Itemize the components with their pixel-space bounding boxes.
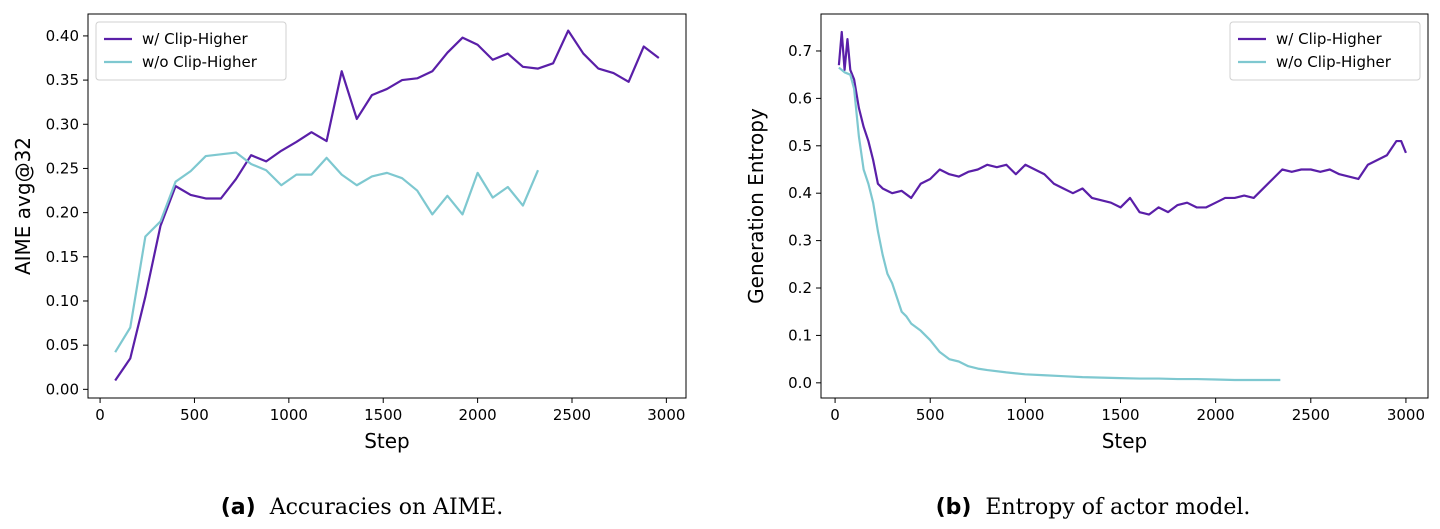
caption-text: Entropy of actor model.	[985, 495, 1250, 520]
x-tick-label: 1500	[364, 406, 402, 424]
y-tick-label: 0.05	[46, 336, 79, 354]
x-tick-label: 3000	[1387, 406, 1425, 424]
legend-label: w/o Clip-Higher	[142, 53, 258, 71]
data-line	[837, 30, 1407, 216]
y-tick-label: 0.5	[788, 137, 812, 155]
y-axis-label: AIME avg@32	[11, 137, 35, 275]
caption-label: (b)	[936, 495, 972, 520]
y-tick-label: 0.00	[46, 380, 79, 398]
x-tick-label: 0	[95, 406, 105, 424]
caption: (b) Entropy of actor model.	[936, 495, 1251, 520]
y-tick-label: 0.6	[788, 89, 812, 107]
x-tick-label: 2500	[1292, 406, 1330, 424]
caption-text: Accuracies on AIME.	[269, 495, 504, 520]
x-tick-label: 1500	[1101, 406, 1139, 424]
x-axis-label: Step	[364, 429, 410, 453]
y-tick-label: 0.2	[788, 279, 812, 297]
x-tick-label: 500	[916, 406, 945, 424]
caption-label: (a)	[221, 495, 256, 520]
y-tick-label: 0.30	[46, 115, 79, 133]
y-tick-label: 0.0	[788, 374, 812, 392]
data-line	[114, 29, 660, 382]
legend-label: w/o Clip-Higher	[1276, 53, 1392, 71]
legend-box	[1229, 21, 1421, 81]
y-tick-label: 0.7	[788, 42, 812, 60]
data-line	[838, 66, 1281, 382]
y-tick-label: 0.10	[46, 292, 79, 310]
y-tick-label: 0.4	[788, 184, 812, 202]
y-tick-label: 0.20	[46, 204, 79, 222]
x-tick-label: 2000	[459, 406, 497, 424]
x-tick-label: 1000	[270, 406, 308, 424]
caption: (a) Accuracies on AIME.	[221, 495, 504, 520]
y-tick-label: 0.1	[788, 326, 812, 344]
axes-frame	[87, 13, 687, 399]
x-tick-label: 1000	[1006, 406, 1044, 424]
y-axis-label: Generation Entropy	[744, 108, 768, 304]
y-tick-label: 0.40	[46, 27, 79, 45]
y-tick-label: 0.25	[46, 159, 79, 177]
x-tick-label: 3000	[647, 406, 685, 424]
y-tick-label: 0.3	[788, 232, 812, 250]
legend-label: w/ Clip-Higher	[1276, 30, 1383, 48]
y-tick-label: 0.35	[46, 71, 79, 89]
axes-frame	[820, 13, 1429, 399]
x-tick-label: 500	[180, 406, 209, 424]
x-axis-label: Step	[1102, 429, 1148, 453]
x-tick-label: 2000	[1197, 406, 1235, 424]
data-line	[114, 151, 540, 353]
x-tick-label: 0	[830, 406, 840, 424]
x-tick-label: 2500	[553, 406, 591, 424]
legend-label: w/ Clip-Higher	[142, 30, 249, 48]
y-tick-label: 0.15	[46, 248, 79, 266]
legend-box	[95, 21, 287, 81]
